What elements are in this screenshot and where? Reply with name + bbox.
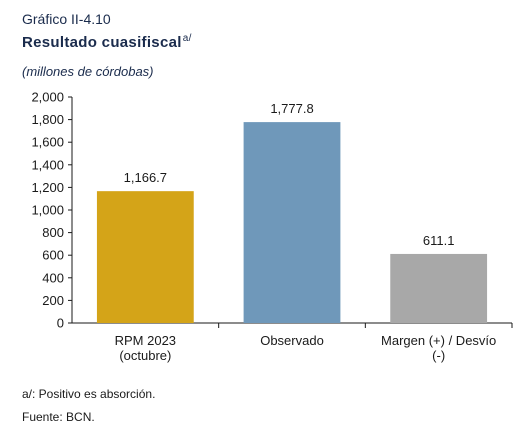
chart-subtitle: (millones de córdobas) [22,64,154,79]
y-tick-label: 1,800 [31,112,64,127]
y-tick-label: 1,600 [31,135,64,150]
footnote: a/: Positivo es absorción. [22,387,156,401]
x-tick-label: Observado [260,333,324,348]
bar [243,122,341,323]
bar [96,191,194,323]
x-tick-label: Margen (+) / Desvío [381,333,496,348]
chart-label: Gráfico II-4.10 [22,11,111,27]
bar [390,253,488,323]
bar-value-label: 1,777.8 [270,101,313,116]
y-tick-label: 200 [42,293,64,308]
y-tick-label: 0 [57,316,64,331]
y-tick-label: 1,000 [31,203,64,218]
bar-value-label: 1,166.7 [124,170,167,185]
y-tick-label: 400 [42,270,64,285]
y-tick-label: 1,200 [31,180,64,195]
chart-title: Resultado cuasifiscala/ [22,33,192,51]
y-tick-label: 2,000 [31,90,64,105]
bar-value-label: 611.1 [423,233,455,248]
title-footnote-mark: a/ [182,33,192,44]
chart-title-text: Resultado cuasifiscal [22,34,182,51]
y-tick-label: 1,400 [31,157,64,172]
x-tick-label: (-) [432,348,445,363]
source-note: Fuente: BCN. [22,410,95,424]
y-tick-label: 800 [42,225,64,240]
y-tick-label: 600 [42,248,64,263]
x-tick-label: RPM 2023 [115,333,176,348]
x-tick-label: (octubre) [119,348,171,363]
